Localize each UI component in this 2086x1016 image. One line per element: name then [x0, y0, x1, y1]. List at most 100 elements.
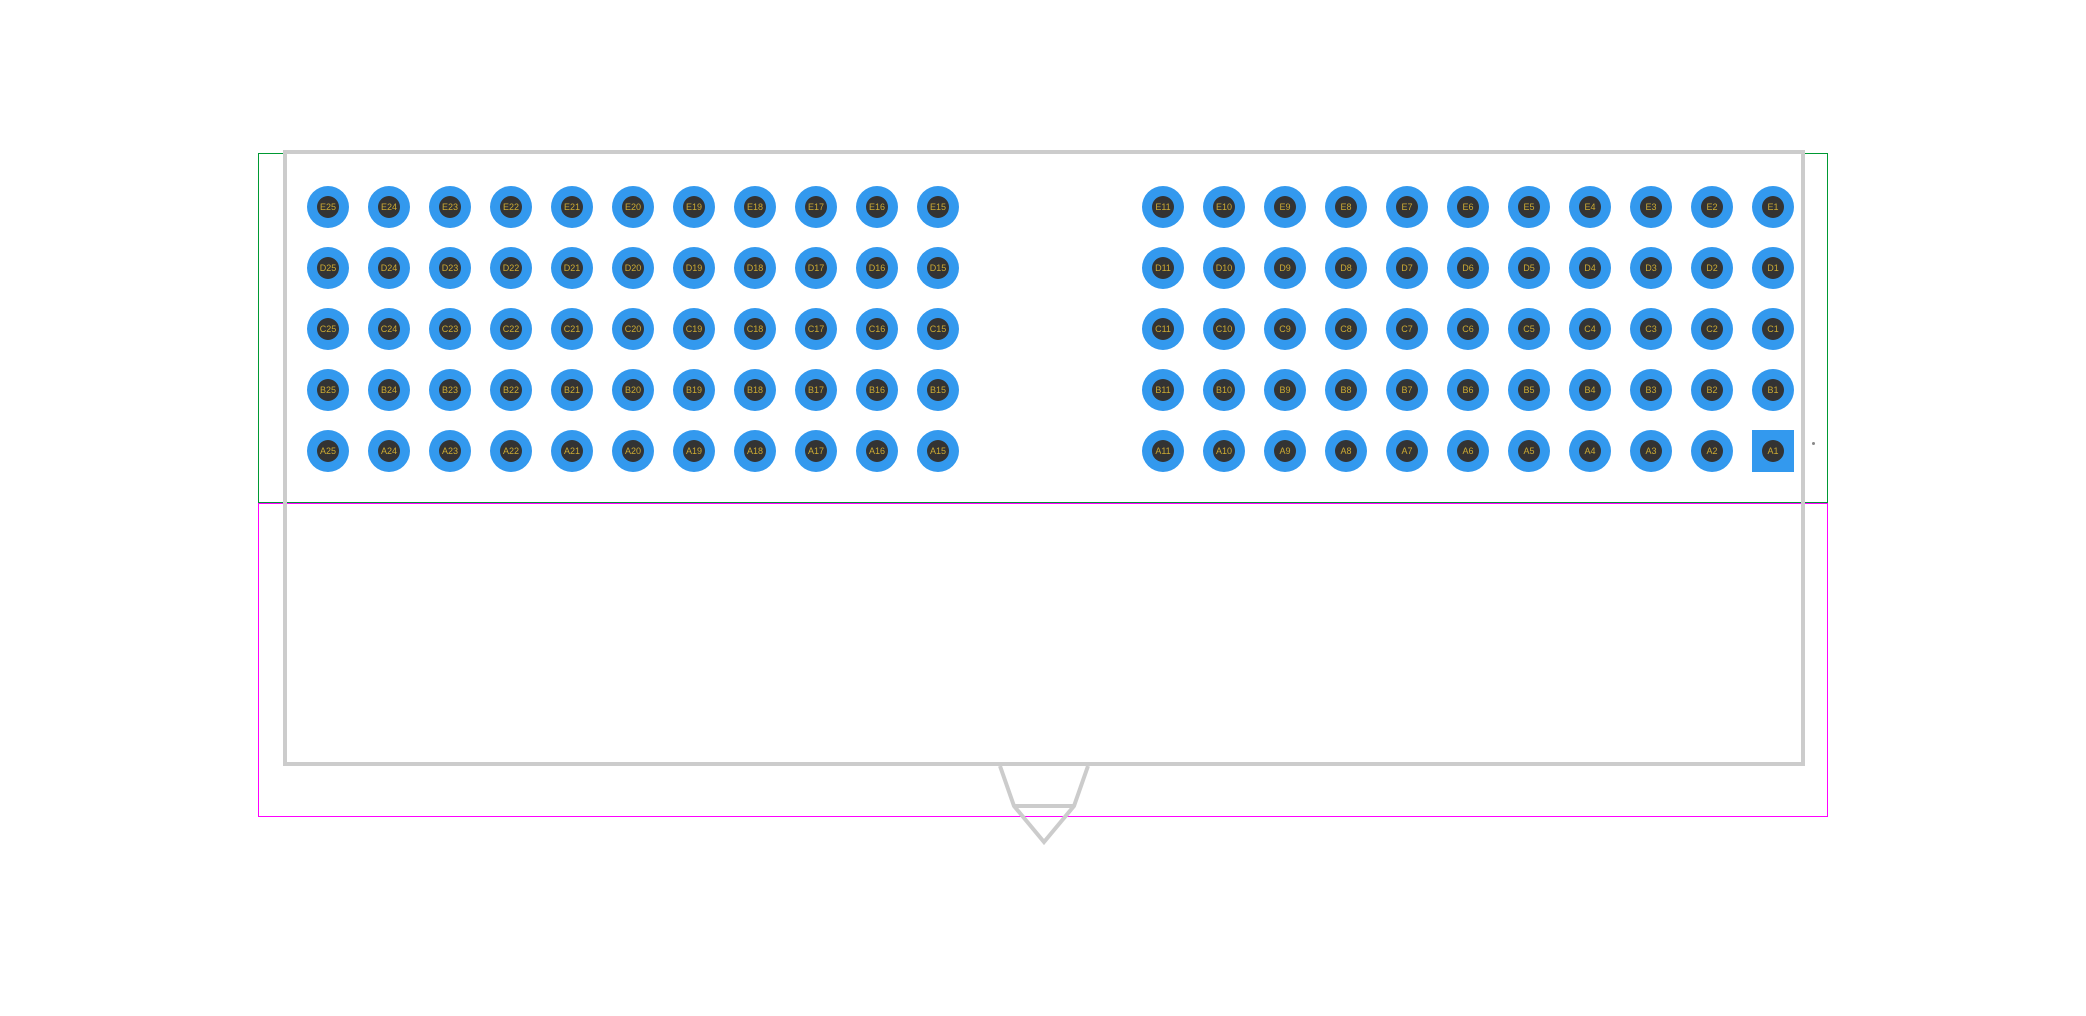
pin-A1: A1	[1752, 430, 1794, 472]
pin-B4: B4	[1569, 369, 1611, 411]
pin-C6: C6	[1447, 308, 1489, 350]
pin-E25: E25	[307, 186, 349, 228]
pin-C25: C25	[307, 308, 349, 350]
pin-hole: B5	[1518, 379, 1540, 401]
pin-E17: E17	[795, 186, 837, 228]
pin-B2: B2	[1691, 369, 1733, 411]
pin-hole: C17	[805, 318, 827, 340]
pin-hole: A3	[1640, 440, 1662, 462]
pin-A18: A18	[734, 430, 776, 472]
pin-C2: C2	[1691, 308, 1733, 350]
pin-C16: C16	[856, 308, 898, 350]
pin-hole: C7	[1396, 318, 1418, 340]
pin-hole: A8	[1335, 440, 1357, 462]
pin-C23: C23	[429, 308, 471, 350]
pin-E19: E19	[673, 186, 715, 228]
pin-hole: D20	[622, 257, 644, 279]
pin-hole: B6	[1457, 379, 1479, 401]
pin-E15: E15	[917, 186, 959, 228]
pin-E5: E5	[1508, 186, 1550, 228]
pin-C24: C24	[368, 308, 410, 350]
pin-B16: B16	[856, 369, 898, 411]
pin-B18: B18	[734, 369, 776, 411]
pin-B21: B21	[551, 369, 593, 411]
pin-hole: B22	[500, 379, 522, 401]
pin-C18: C18	[734, 308, 776, 350]
pin-hole: D23	[439, 257, 461, 279]
pin-hole: E7	[1396, 196, 1418, 218]
pin-hole: C1	[1762, 318, 1784, 340]
pin-B8: B8	[1325, 369, 1367, 411]
pin-E3: E3	[1630, 186, 1672, 228]
pin-B9: B9	[1264, 369, 1306, 411]
pin-B5: B5	[1508, 369, 1550, 411]
pin-hole: B9	[1274, 379, 1296, 401]
pin-D20: D20	[612, 247, 654, 289]
pin-hole: A18	[744, 440, 766, 462]
pin-hole: B23	[439, 379, 461, 401]
pin-hole: E4	[1579, 196, 1601, 218]
pin-E16: E16	[856, 186, 898, 228]
pin-C20: C20	[612, 308, 654, 350]
pin-D25: D25	[307, 247, 349, 289]
pin-hole: C19	[683, 318, 705, 340]
pin-A10: A10	[1203, 430, 1245, 472]
pin-A7: A7	[1386, 430, 1428, 472]
pin-hole: C2	[1701, 318, 1723, 340]
pin-B25: B25	[307, 369, 349, 411]
pin-hole: A4	[1579, 440, 1601, 462]
pin-C7: C7	[1386, 308, 1428, 350]
pin-C8: C8	[1325, 308, 1367, 350]
pin-B1: B1	[1752, 369, 1794, 411]
pin-hole: C18	[744, 318, 766, 340]
pin-B7: B7	[1386, 369, 1428, 411]
pin-hole: B19	[683, 379, 705, 401]
pin-D10: D10	[1203, 247, 1245, 289]
component-tab	[258, 128, 1828, 888]
pin-hole: A24	[378, 440, 400, 462]
pin-A23: A23	[429, 430, 471, 472]
pin-E20: E20	[612, 186, 654, 228]
pin-hole: B17	[805, 379, 827, 401]
pin-D17: D17	[795, 247, 837, 289]
pin-D5: D5	[1508, 247, 1550, 289]
pin-hole: A7	[1396, 440, 1418, 462]
pin-hole: A23	[439, 440, 461, 462]
pin-hole: D19	[683, 257, 705, 279]
pin-E8: E8	[1325, 186, 1367, 228]
pin-A25: A25	[307, 430, 349, 472]
pin-hole: C9	[1274, 318, 1296, 340]
pin-hole: B8	[1335, 379, 1357, 401]
pin-hole: E19	[683, 196, 705, 218]
pin-C11: C11	[1142, 308, 1184, 350]
pin-A21: A21	[551, 430, 593, 472]
pin-hole: E17	[805, 196, 827, 218]
pin-D2: D2	[1691, 247, 1733, 289]
pin-hole: D18	[744, 257, 766, 279]
pin-hole: B15	[927, 379, 949, 401]
pin-hole: B18	[744, 379, 766, 401]
pin-B23: B23	[429, 369, 471, 411]
pin-E4: E4	[1569, 186, 1611, 228]
pin-hole: E2	[1701, 196, 1723, 218]
pin-hole: E20	[622, 196, 644, 218]
pin-D22: D22	[490, 247, 532, 289]
pin-B3: B3	[1630, 369, 1672, 411]
pin-D9: D9	[1264, 247, 1306, 289]
pin-hole: D5	[1518, 257, 1540, 279]
pin-hole: A22	[500, 440, 522, 462]
pin-hole: D15	[927, 257, 949, 279]
pin-hole: E10	[1213, 196, 1235, 218]
pin-hole: E5	[1518, 196, 1540, 218]
pin-hole: C5	[1518, 318, 1540, 340]
pin-C4: C4	[1569, 308, 1611, 350]
pin-hole: B24	[378, 379, 400, 401]
pin-C1: C1	[1752, 308, 1794, 350]
pin-hole: E24	[378, 196, 400, 218]
pin-hole: C24	[378, 318, 400, 340]
pin-D23: D23	[429, 247, 471, 289]
pin-hole: A21	[561, 440, 583, 462]
pin-E21: E21	[551, 186, 593, 228]
pin-B19: B19	[673, 369, 715, 411]
pin-hole: B21	[561, 379, 583, 401]
